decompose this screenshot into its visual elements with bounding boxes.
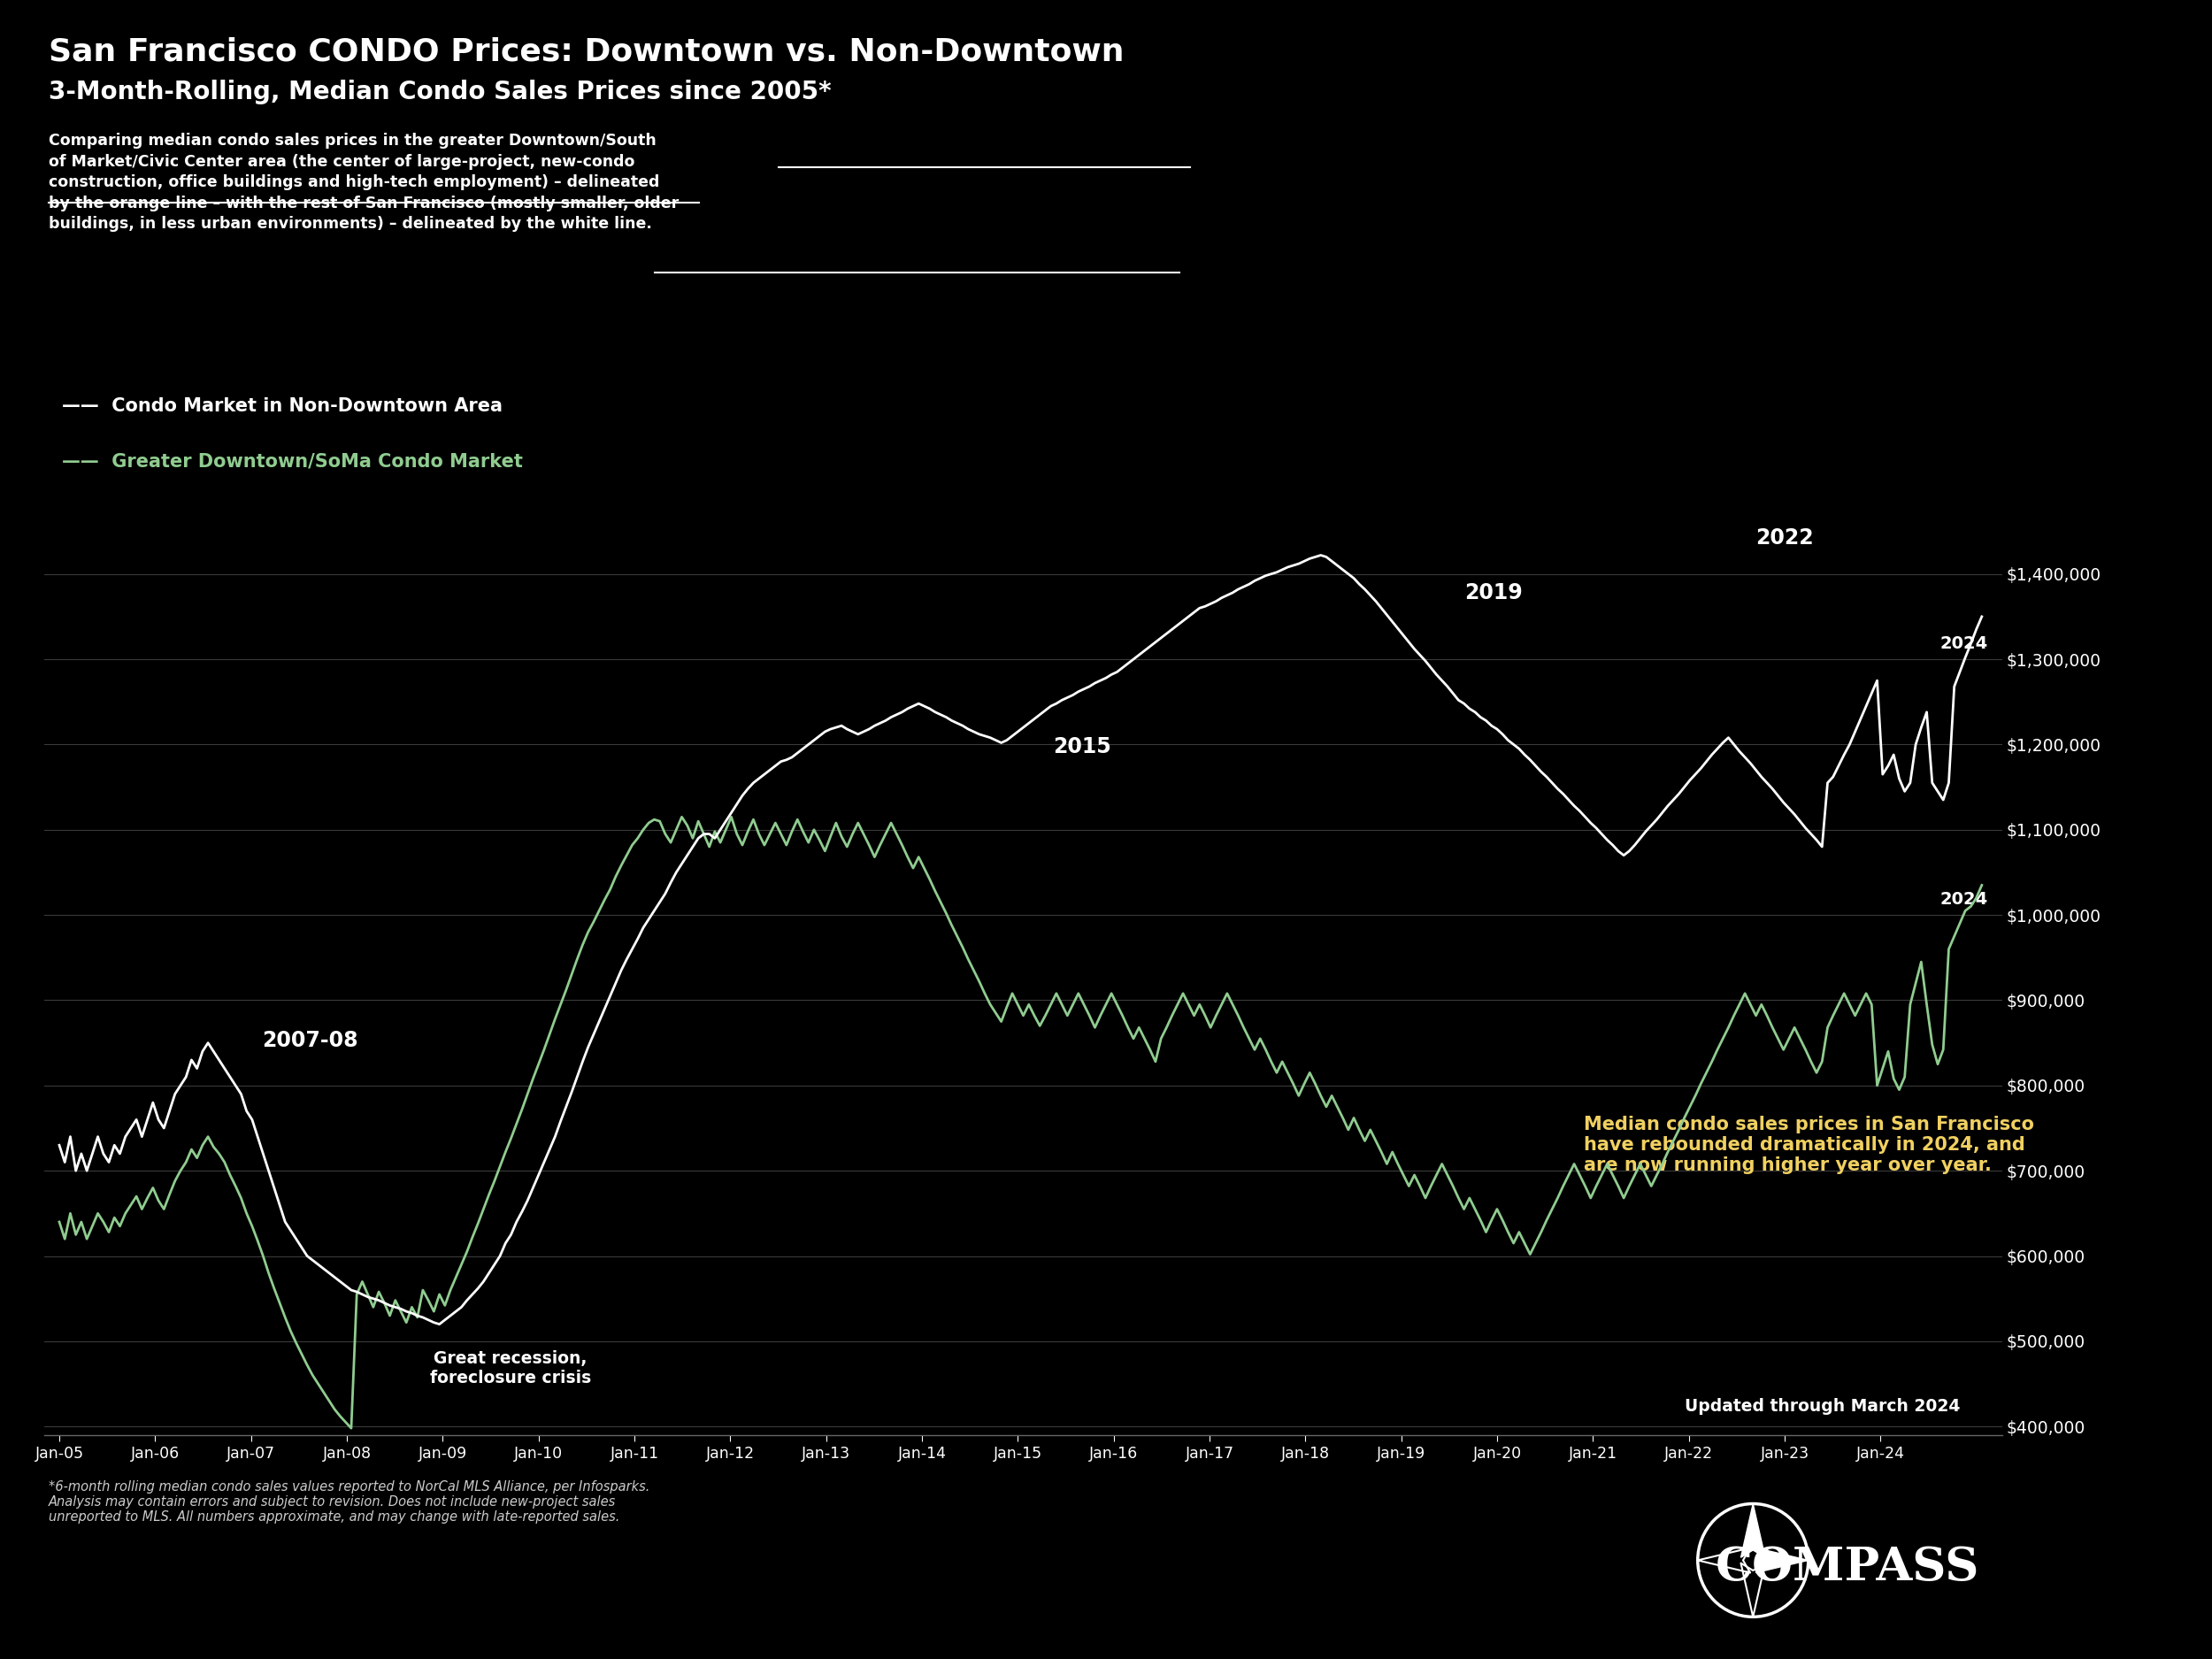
Polygon shape: [1741, 1503, 1765, 1558]
Text: 3-Month-Rolling, Median Condo Sales Prices since 2005*: 3-Month-Rolling, Median Condo Sales Pric…: [49, 80, 832, 105]
Text: San Francisco CONDO Prices: Downtown vs. Non-Downtown: San Francisco CONDO Prices: Downtown vs.…: [49, 36, 1124, 66]
Text: ——  Greater Downtown/SoMa Condo Market: —— Greater Downtown/SoMa Condo Market: [62, 453, 522, 469]
Text: Updated through March 2024: Updated through March 2024: [1683, 1399, 1960, 1415]
Text: 2024: 2024: [1940, 891, 1989, 907]
Text: 2024: 2024: [1940, 635, 1989, 652]
Polygon shape: [1756, 1548, 1809, 1573]
Text: COMPASS: COMPASS: [1714, 1545, 1980, 1591]
Text: 2007-08: 2007-08: [261, 1030, 358, 1052]
Text: 2022: 2022: [1756, 528, 1814, 549]
Text: 2015: 2015: [1053, 737, 1110, 757]
Text: Great recession,
foreclosure crisis: Great recession, foreclosure crisis: [429, 1350, 591, 1385]
Text: ——  Condo Market in Non-Downtown Area: —— Condo Market in Non-Downtown Area: [62, 398, 502, 415]
Text: Comparing median condo sales prices in the greater Downtown/South
of Market/Civi: Comparing median condo sales prices in t…: [49, 133, 679, 232]
Text: Median condo sales prices in San Francisco
have rebounded dramatically in 2024, : Median condo sales prices in San Francis…: [1584, 1117, 2035, 1175]
Text: 2019: 2019: [1464, 582, 1522, 604]
Text: *6-month rolling median condo sales values reported to NorCal MLS Alliance, per : *6-month rolling median condo sales valu…: [49, 1480, 650, 1525]
